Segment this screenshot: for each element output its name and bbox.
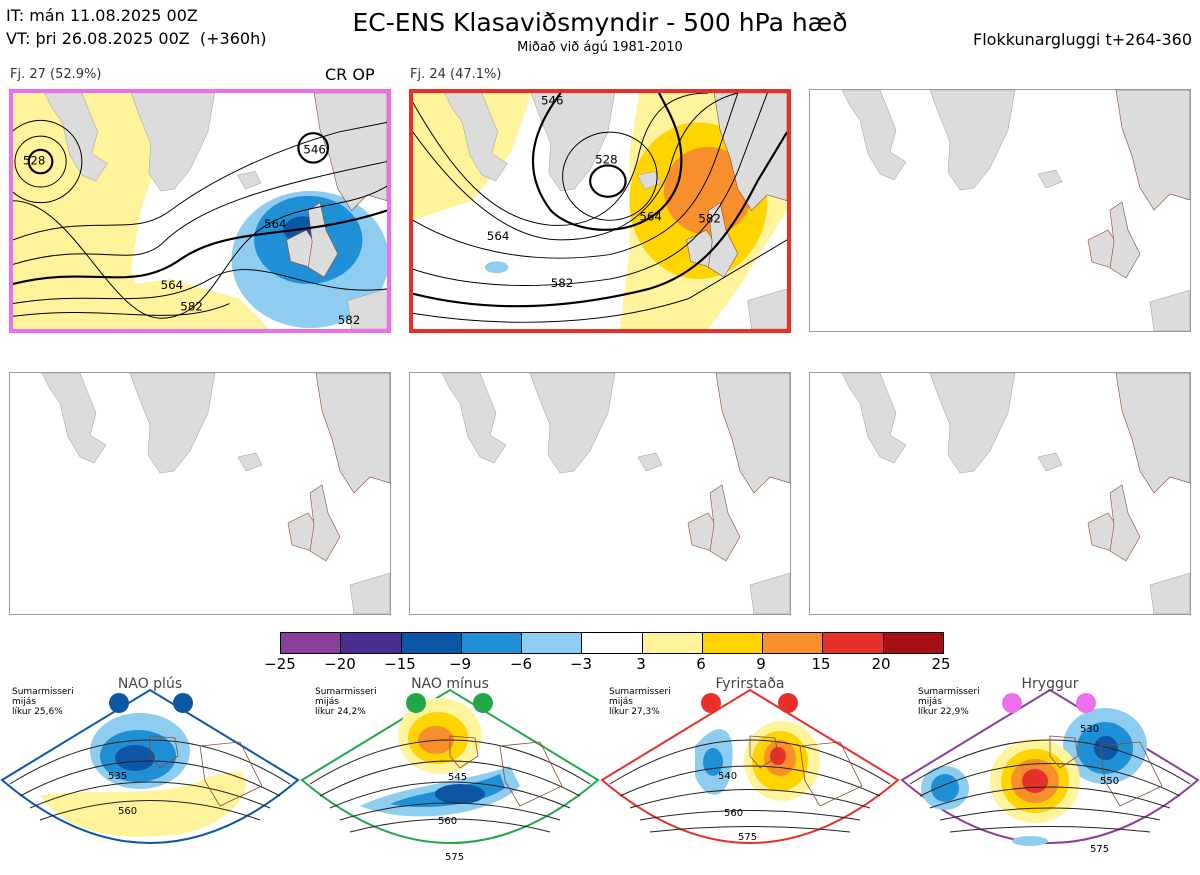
empty-map-panel — [809, 89, 1191, 332]
contour-label: 546 — [303, 143, 326, 157]
colorbar-swatch — [522, 633, 583, 653]
contour-label: 564 — [161, 278, 184, 292]
colorbar-swatch — [642, 633, 703, 653]
colorbar-swatch — [281, 633, 342, 653]
colorbar-swatch — [763, 633, 824, 653]
colorbar-tick: 25 — [931, 655, 951, 673]
colorbar-tick: −15 — [384, 655, 416, 673]
cluster-1-tag: CR OP — [325, 65, 375, 84]
regime-contour-label: 530 — [1080, 724, 1099, 735]
empty-map-panel — [809, 372, 1191, 615]
regime-title: NAO mínus — [411, 676, 489, 692]
regime-contour-label: 545 — [448, 772, 467, 783]
regime-note: Sumarmisseri mijás líkur 24,2% — [315, 687, 377, 717]
contour-label: 582 — [338, 313, 361, 327]
regime-contour-label: 575 — [1090, 844, 1109, 855]
contour-label: 528 — [23, 154, 46, 168]
colorbar-swatch — [461, 633, 523, 653]
colorbar-swatch — [823, 633, 884, 653]
regime-title: NAO plús — [117, 676, 183, 692]
colorbar-tick: −25 — [264, 655, 296, 673]
regime-title: Fyrirstaða — [715, 676, 785, 692]
regime-contour-label: 560 — [438, 816, 457, 827]
regime-ridge: 530 550 575 Hryggur Sumarmisseri mijás l… — [900, 676, 1200, 871]
regime-nao-minus: 545 560 575 NAO mínus Sumarmisseri mijás… — [300, 676, 600, 871]
colorbar-tick: 20 — [871, 655, 891, 673]
colorbar-tick: 15 — [811, 655, 831, 673]
colorbar-tick: −20 — [324, 655, 356, 673]
page-subtitle: Miðað við ágú 1981-2010 — [517, 40, 683, 55]
contour-label: 528 — [595, 153, 618, 167]
colorbar-tick: −3 — [569, 655, 593, 673]
page-title: EC-ENS Klasaviðsmyndir - 500 hPa hæð — [352, 8, 848, 37]
colorbar-tick: 3 — [636, 655, 646, 673]
regime-contour-label: 560 — [724, 808, 743, 819]
regime-contour-label: 535 — [108, 771, 127, 782]
regime-note: Sumarmisseri mijás líkur 25,6% — [12, 687, 74, 717]
regime-contour-label: 560 — [118, 806, 137, 817]
cluster-1-label: Fj. 27 (52.9%) — [10, 67, 102, 82]
regime-note: Sumarmisseri mijás líkur 27,3% — [609, 687, 671, 717]
colorbar-swatch — [341, 633, 402, 653]
classification-window: Flokkunargluggi t+264-360 — [973, 30, 1192, 49]
regime-title: Hryggur — [1021, 676, 1079, 692]
regime-blocking: 540 560 575 Fyrirstaða Sumarmisseri mijá… — [600, 676, 900, 871]
regime-contour-label: 575 — [445, 852, 464, 863]
cluster-2-map: 546 528 564 564 582 582 — [409, 89, 791, 333]
empty-map-panel — [9, 372, 391, 615]
regime-nao-plus: 535 560 NAO plús Sumarmisseri mijás líku… — [0, 676, 300, 871]
regime-contour-label: 550 — [1100, 776, 1119, 787]
contour-label: 564 — [639, 209, 662, 223]
contour-label: 582 — [698, 211, 721, 225]
contour-label: 582 — [180, 299, 203, 313]
regime-contour-label: 540 — [718, 771, 737, 782]
regime-note: Sumarmisseri mijás líkur 22,9% — [918, 687, 980, 717]
colorbar-swatch — [582, 633, 643, 653]
valid-time: VT: þri 26.08.2025 00Z (+360h) — [6, 29, 267, 48]
colorbar-tick: 9 — [756, 655, 766, 673]
init-time: IT: mán 11.08.2025 00Z — [6, 6, 198, 25]
colorbar-swatch — [883, 633, 943, 653]
contour-label: 582 — [551, 276, 574, 290]
colorbar-tick: −9 — [448, 655, 472, 673]
time-info: IT: mán 11.08.2025 00Z VT: þri 26.08.2025… — [6, 4, 266, 50]
contour-label: 564 — [487, 229, 510, 243]
empty-map-panel — [409, 372, 791, 615]
contour-label: 564 — [264, 217, 287, 231]
cluster-2-label: Fj. 24 (47.1%) — [410, 67, 502, 82]
colorbar — [280, 632, 944, 654]
colorbar-tick: 6 — [696, 655, 706, 673]
regime-contour-label: 575 — [738, 832, 757, 843]
colorbar-tick: −6 — [509, 655, 533, 673]
colorbar-swatch — [702, 633, 764, 653]
colorbar-swatch — [401, 633, 462, 653]
contour-label: 546 — [541, 94, 564, 108]
cluster-1-map: 528 546 564 564 582 582 — [9, 89, 391, 333]
